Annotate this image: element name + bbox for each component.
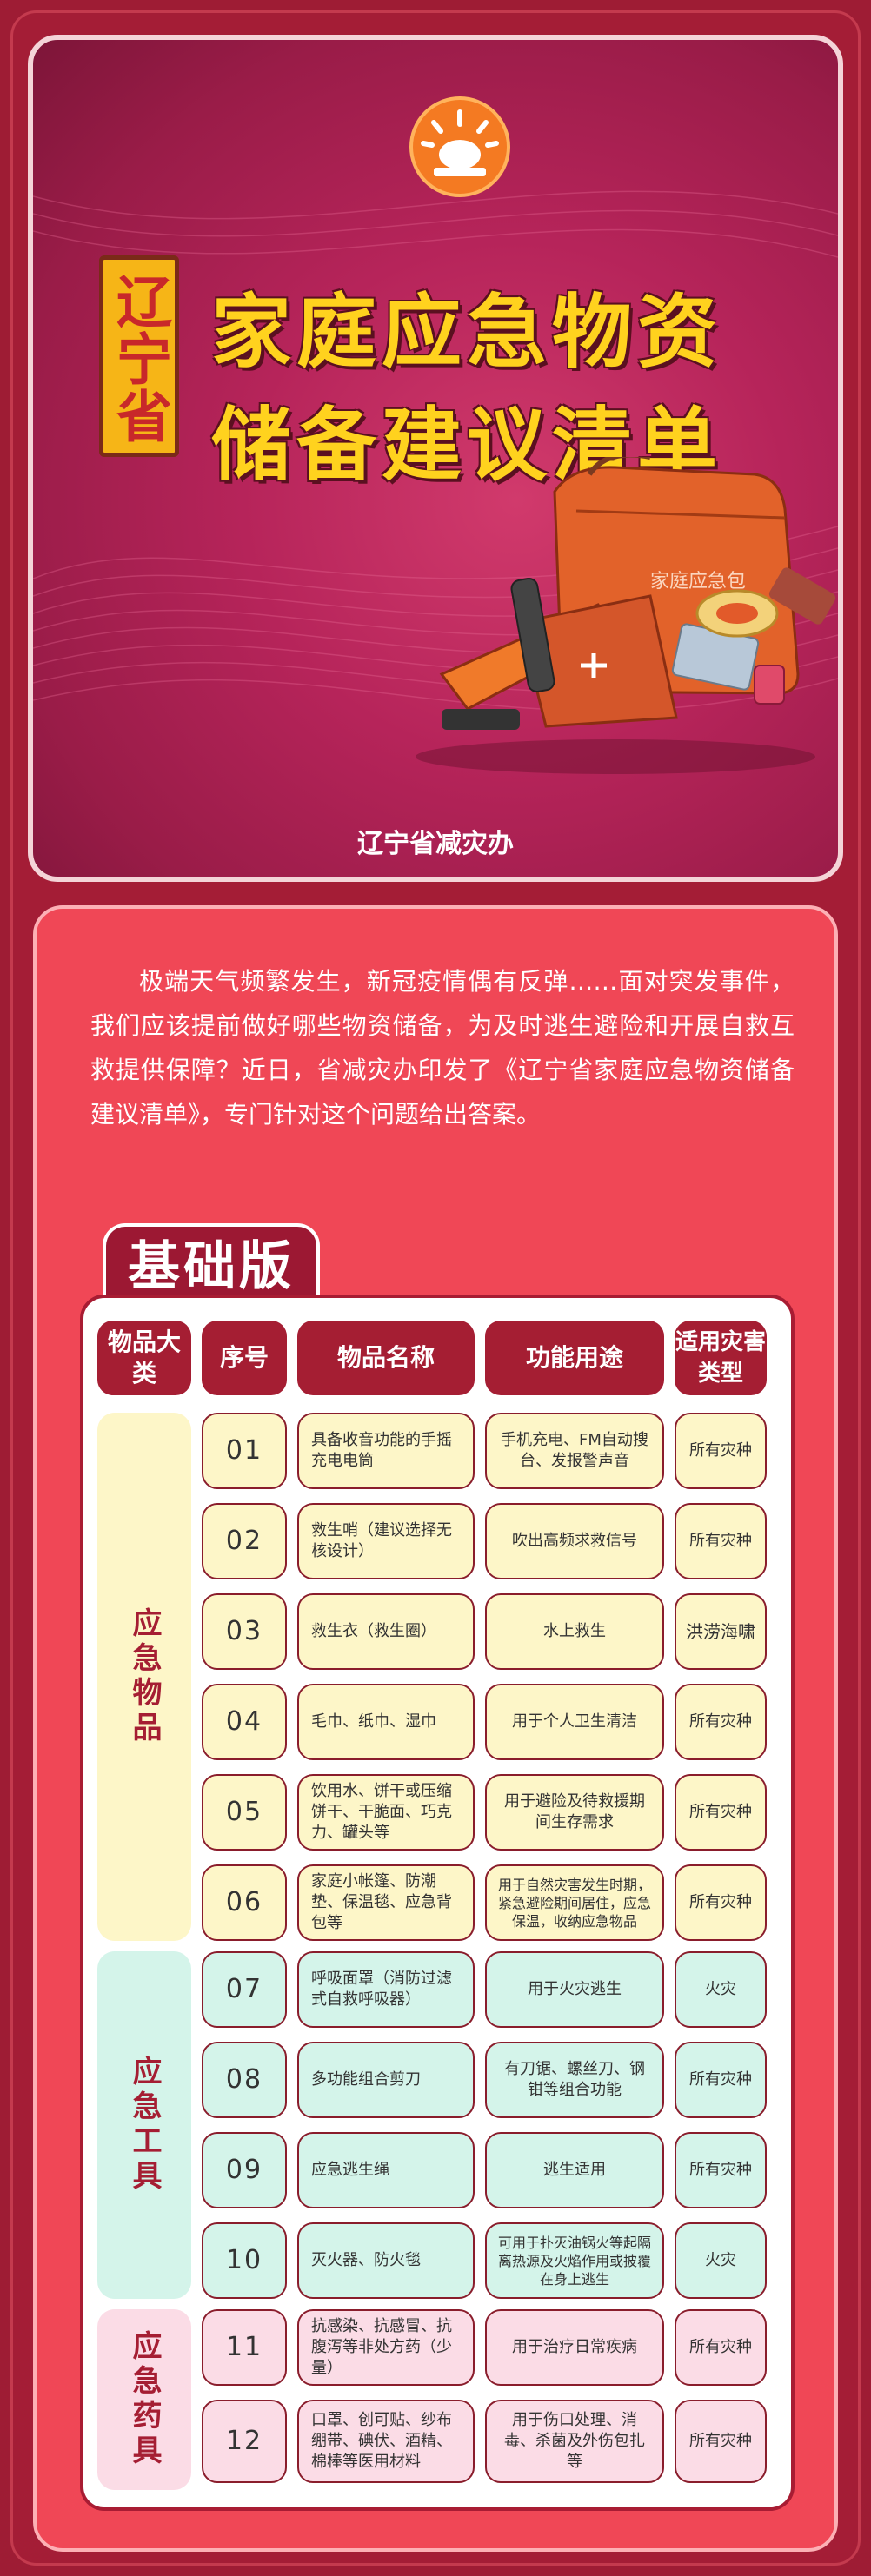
row-use: 用于伤口处理、消毒、杀菌及外伤包扎等 <box>485 2400 664 2483</box>
row-no: 07 <box>202 1951 287 2028</box>
row-name: 多功能组合剪刀 <box>297 2042 475 2118</box>
header-use: 功能用途 <box>485 1321 664 1395</box>
row-use: 用于个人卫生清洁 <box>485 1684 664 1760</box>
row-use: 水上救生 <box>485 1593 664 1670</box>
row-use: 有刀锯、螺丝刀、钢钳等组合功能 <box>485 2042 664 2118</box>
row-use: 用于治疗日常疾病 <box>485 2309 664 2386</box>
row-name: 救生哨（建议选择无核设计） <box>297 1503 475 1579</box>
row-disaster: 所有灾种 <box>675 1774 767 1851</box>
row-no: 12 <box>202 2400 287 2483</box>
row-disaster: 所有灾种 <box>675 1684 767 1760</box>
row-no: 03 <box>202 1593 287 1670</box>
row-name: 灭火器、防火毯 <box>297 2222 475 2299</box>
row-name: 具备收音功能的手摇充电电筒 <box>297 1413 475 1489</box>
row-name: 家庭小帐篷、防潮垫、保温毯、应急背包等 <box>297 1864 475 1941</box>
row-use: 逃生适用 <box>485 2132 664 2208</box>
emergency-kit-illustration: 家庭应急包 <box>416 457 836 774</box>
kit-bag-label: 家庭应急包 <box>650 571 746 593</box>
category-medicine: 应急药具 <box>97 2309 191 2490</box>
row-use: 可用于扑灭油锅火等起隔离热源及火焰作用或披覆在身上逃生 <box>485 2222 664 2299</box>
row-no: 08 <box>202 2042 287 2118</box>
row-name: 口罩、创可贴、纱布绷带、碘伏、酒精、棉棒等医用材料 <box>297 2400 475 2483</box>
row-disaster: 火灾 <box>675 1951 767 2028</box>
header-no: 序号 <box>202 1321 287 1395</box>
row-no: 04 <box>202 1684 287 1760</box>
row-disaster: 所有灾种 <box>675 2132 767 2208</box>
row-disaster: 火灾 <box>675 2222 767 2299</box>
row-disaster: 所有灾种 <box>675 2400 767 2483</box>
row-disaster: 所有灾种 <box>675 1864 767 1941</box>
header-name: 物品名称 <box>297 1321 475 1395</box>
row-name: 应急逃生绳 <box>297 2132 475 2208</box>
row-no: 11 <box>202 2309 287 2386</box>
content-card: 极端天气频繁发生，新冠疫情偶有反弹……面对突发事件，我们应该提前做好哪些物资储备… <box>33 905 838 2552</box>
hero-banner: 辽宁省 家庭应急物资 储备建议清单 家庭应急包 辽宁省减灾办 <box>28 35 843 882</box>
row-name: 毛巾、纸巾、湿巾 <box>297 1684 475 1760</box>
row-name: 饮用水、饼干或压缩饼干、干脆面、巧克力、罐头等 <box>297 1774 475 1851</box>
category-tools: 应急工具 <box>97 1951 191 2299</box>
supply-table: 物品大类 序号 物品名称 功能用途 适用灾害类型 应急物品 应急工具 应急药具 … <box>80 1295 795 2511</box>
row-no: 09 <box>202 2132 287 2208</box>
row-no: 05 <box>202 1774 287 1851</box>
row-use: 手机充电、FM自动搜台、发报警声音 <box>485 1413 664 1489</box>
row-no: 06 <box>202 1864 287 1941</box>
row-use: 用于自然灾害发生时期，紧急避险期间居住，应急保温，收纳应急物品 <box>485 1864 664 1941</box>
issuer-label: 辽宁省减灾办 <box>357 829 514 859</box>
header-disaster: 适用灾害类型 <box>675 1321 767 1395</box>
row-no: 10 <box>202 2222 287 2299</box>
row-use: 用于避险及待救援期间生存需求 <box>485 1774 664 1851</box>
province-badge: 辽宁省 <box>99 255 179 457</box>
row-name: 呼吸面罩（消防过滤式自救呼吸器） <box>297 1951 475 2028</box>
row-name: 抗感染、抗感冒、抗腹泻等非处方药（少量） <box>297 2309 475 2386</box>
row-no: 02 <box>202 1503 287 1579</box>
row-name: 救生衣（救生圈） <box>297 1593 475 1670</box>
edition-tab: 基础版 <box>103 1223 320 1303</box>
row-disaster: 所有灾种 <box>675 2042 767 2118</box>
row-disaster: 所有灾种 <box>675 2309 767 2386</box>
row-use: 用于火灾逃生 <box>485 1951 664 2028</box>
row-disaster: 洪涝海啸 <box>675 1593 767 1670</box>
category-items: 应急物品 <box>97 1413 191 1941</box>
alarm-light-icon <box>409 96 510 197</box>
row-disaster: 所有灾种 <box>675 1503 767 1579</box>
row-no: 01 <box>202 1413 287 1489</box>
intro-paragraph: 极端天气频繁发生，新冠疫情偶有反弹……面对突发事件，我们应该提前做好哪些物资储备… <box>90 967 795 1129</box>
page-title-line-1: 家庭应急物资 <box>211 286 723 379</box>
header-category: 物品大类 <box>97 1321 191 1395</box>
row-use: 吹出高频求救信号 <box>485 1503 664 1579</box>
row-disaster: 所有灾种 <box>675 1413 767 1489</box>
